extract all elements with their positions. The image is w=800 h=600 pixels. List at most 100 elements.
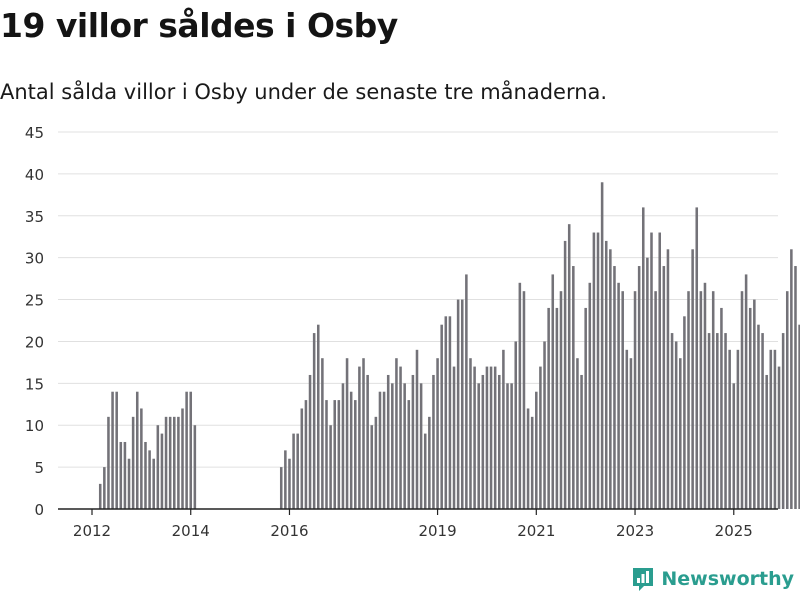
bar [308,374,312,509]
bar [633,291,637,509]
bar [469,358,472,509]
bar [325,400,328,509]
bar [658,232,661,509]
y-tick-label: 25 [25,292,44,310]
bar [370,425,374,509]
bar [753,299,756,509]
bar [460,299,464,509]
bar [341,383,345,509]
bar [127,458,131,509]
bar [679,358,682,509]
bar [522,291,526,509]
bar [699,291,703,509]
bar [576,358,579,509]
bar [543,341,546,509]
bar [395,358,398,509]
bar [189,391,193,509]
bar [724,333,727,509]
bar [345,358,349,509]
bar [740,291,744,509]
bar [572,266,575,509]
bar [489,366,493,509]
brand-name: Newsworthy [661,568,794,590]
bar [119,441,123,509]
bar [666,249,670,510]
bar [551,274,555,509]
bar [300,408,304,509]
bar [168,416,172,509]
bar [798,324,800,509]
x-tick-label: 2014 [172,522,210,540]
bar [736,349,740,509]
x-tick-label: 2016 [270,522,308,540]
bar [584,307,587,509]
bar [419,383,423,509]
bar [349,391,353,509]
bar [637,266,641,509]
y-tick-label: 5 [34,459,44,477]
bar [193,425,197,509]
bar [769,349,773,509]
bar [757,324,760,509]
bar [716,333,719,509]
bar [650,232,653,509]
bar [382,391,386,509]
y-tick-label: 30 [25,250,44,268]
y-axis-ticks: 0 5 10 15 20 25 30 35 40 45 [25,124,44,519]
bar [391,383,394,509]
bar [596,232,600,509]
bar [374,416,378,509]
bar [366,374,369,509]
bar [148,450,151,509]
bar [773,349,777,509]
bar [173,416,176,509]
bar [407,400,411,509]
bar [707,333,711,509]
bar [329,425,332,509]
bar [333,400,336,509]
bar [547,307,550,509]
bar [477,383,480,509]
bar [107,416,110,509]
bar [625,349,629,509]
bar [337,400,341,509]
bar [588,282,592,509]
bar [288,458,291,509]
bar [135,391,139,509]
bar [662,266,666,509]
bar [452,366,456,509]
bar [177,416,180,509]
bar [728,349,731,509]
bar [115,391,118,509]
bar [514,341,518,509]
bar [695,207,699,509]
bar [316,324,320,509]
bar [164,416,168,509]
bar [609,249,612,510]
x-tick-label: 2025 [715,522,753,540]
bar [498,374,501,509]
bar [563,240,567,509]
x-axis-ticks: 2012 2014 2016 2019 2021 2023 2025 [73,509,753,540]
bar [140,408,143,509]
bar [629,358,633,509]
bar [502,349,505,509]
bar [436,358,439,509]
bar [748,307,752,509]
bar [526,408,530,509]
bar [720,307,723,509]
bar [284,450,287,509]
bar [744,274,748,509]
bar [440,324,443,509]
bar [465,274,468,509]
bar [296,433,299,509]
bar [592,232,596,509]
bar [670,333,674,509]
bar [423,433,427,509]
bar [641,207,645,509]
bar [765,374,768,509]
bars [98,182,800,510]
bar [785,291,789,509]
bar [518,282,522,509]
